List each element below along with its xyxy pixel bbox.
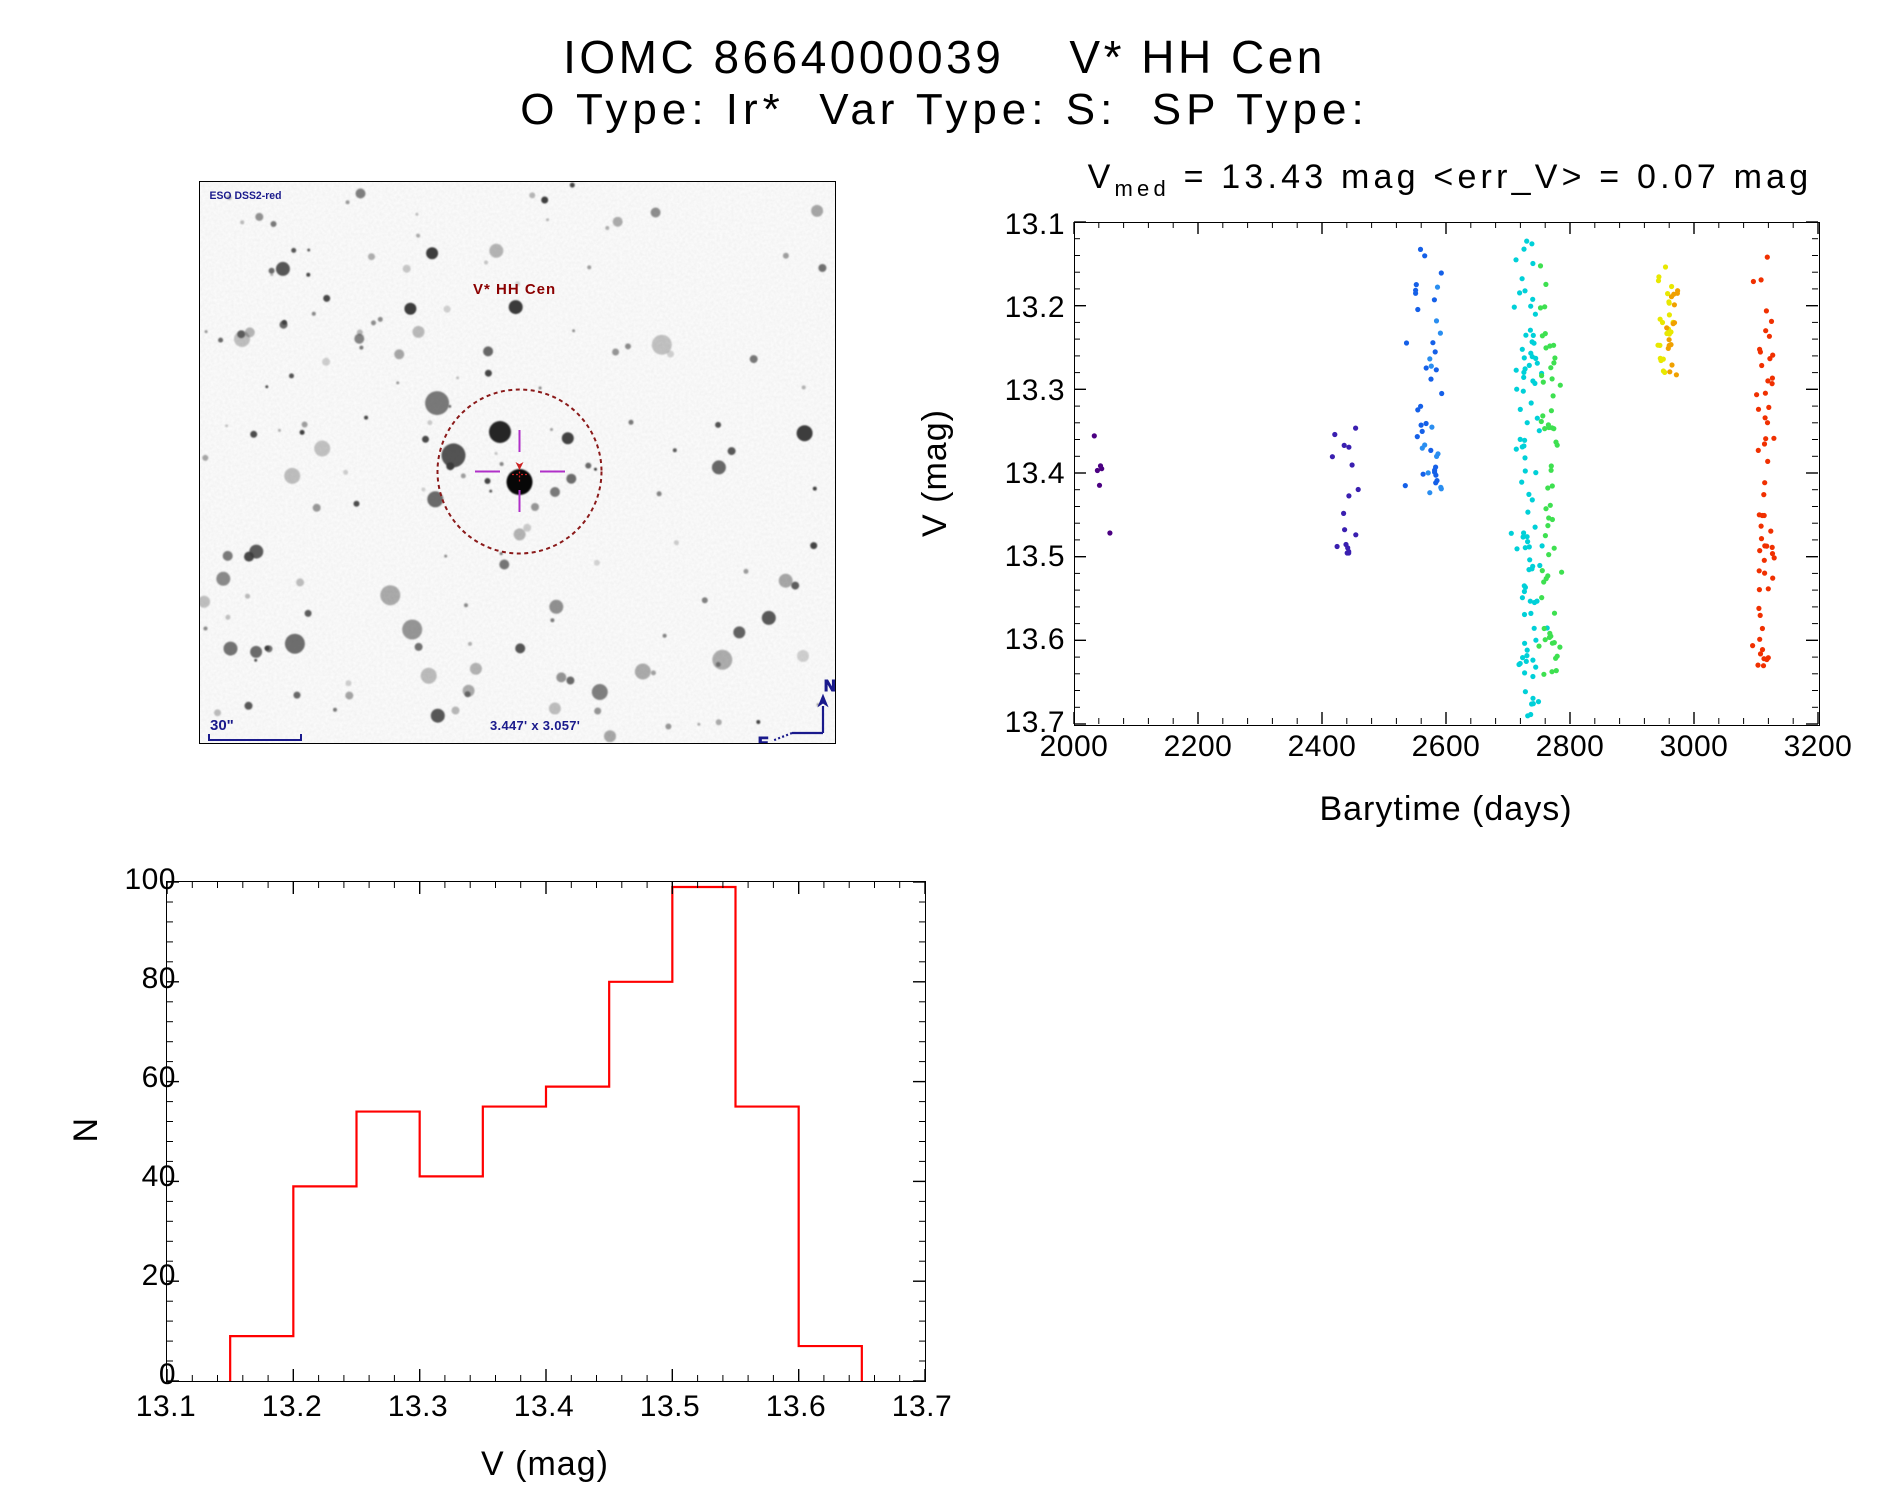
svg-text:E: E: [758, 735, 769, 743]
svg-text:30": 30": [210, 717, 234, 734]
svg-text:N: N: [824, 678, 835, 695]
svg-text:3.447' x 3.057': 3.447' x 3.057': [490, 718, 580, 733]
svg-text:ESO DSS2-red: ESO DSS2-red: [210, 190, 282, 202]
svg-text:V* HH Cen: V* HH Cen: [473, 281, 556, 298]
